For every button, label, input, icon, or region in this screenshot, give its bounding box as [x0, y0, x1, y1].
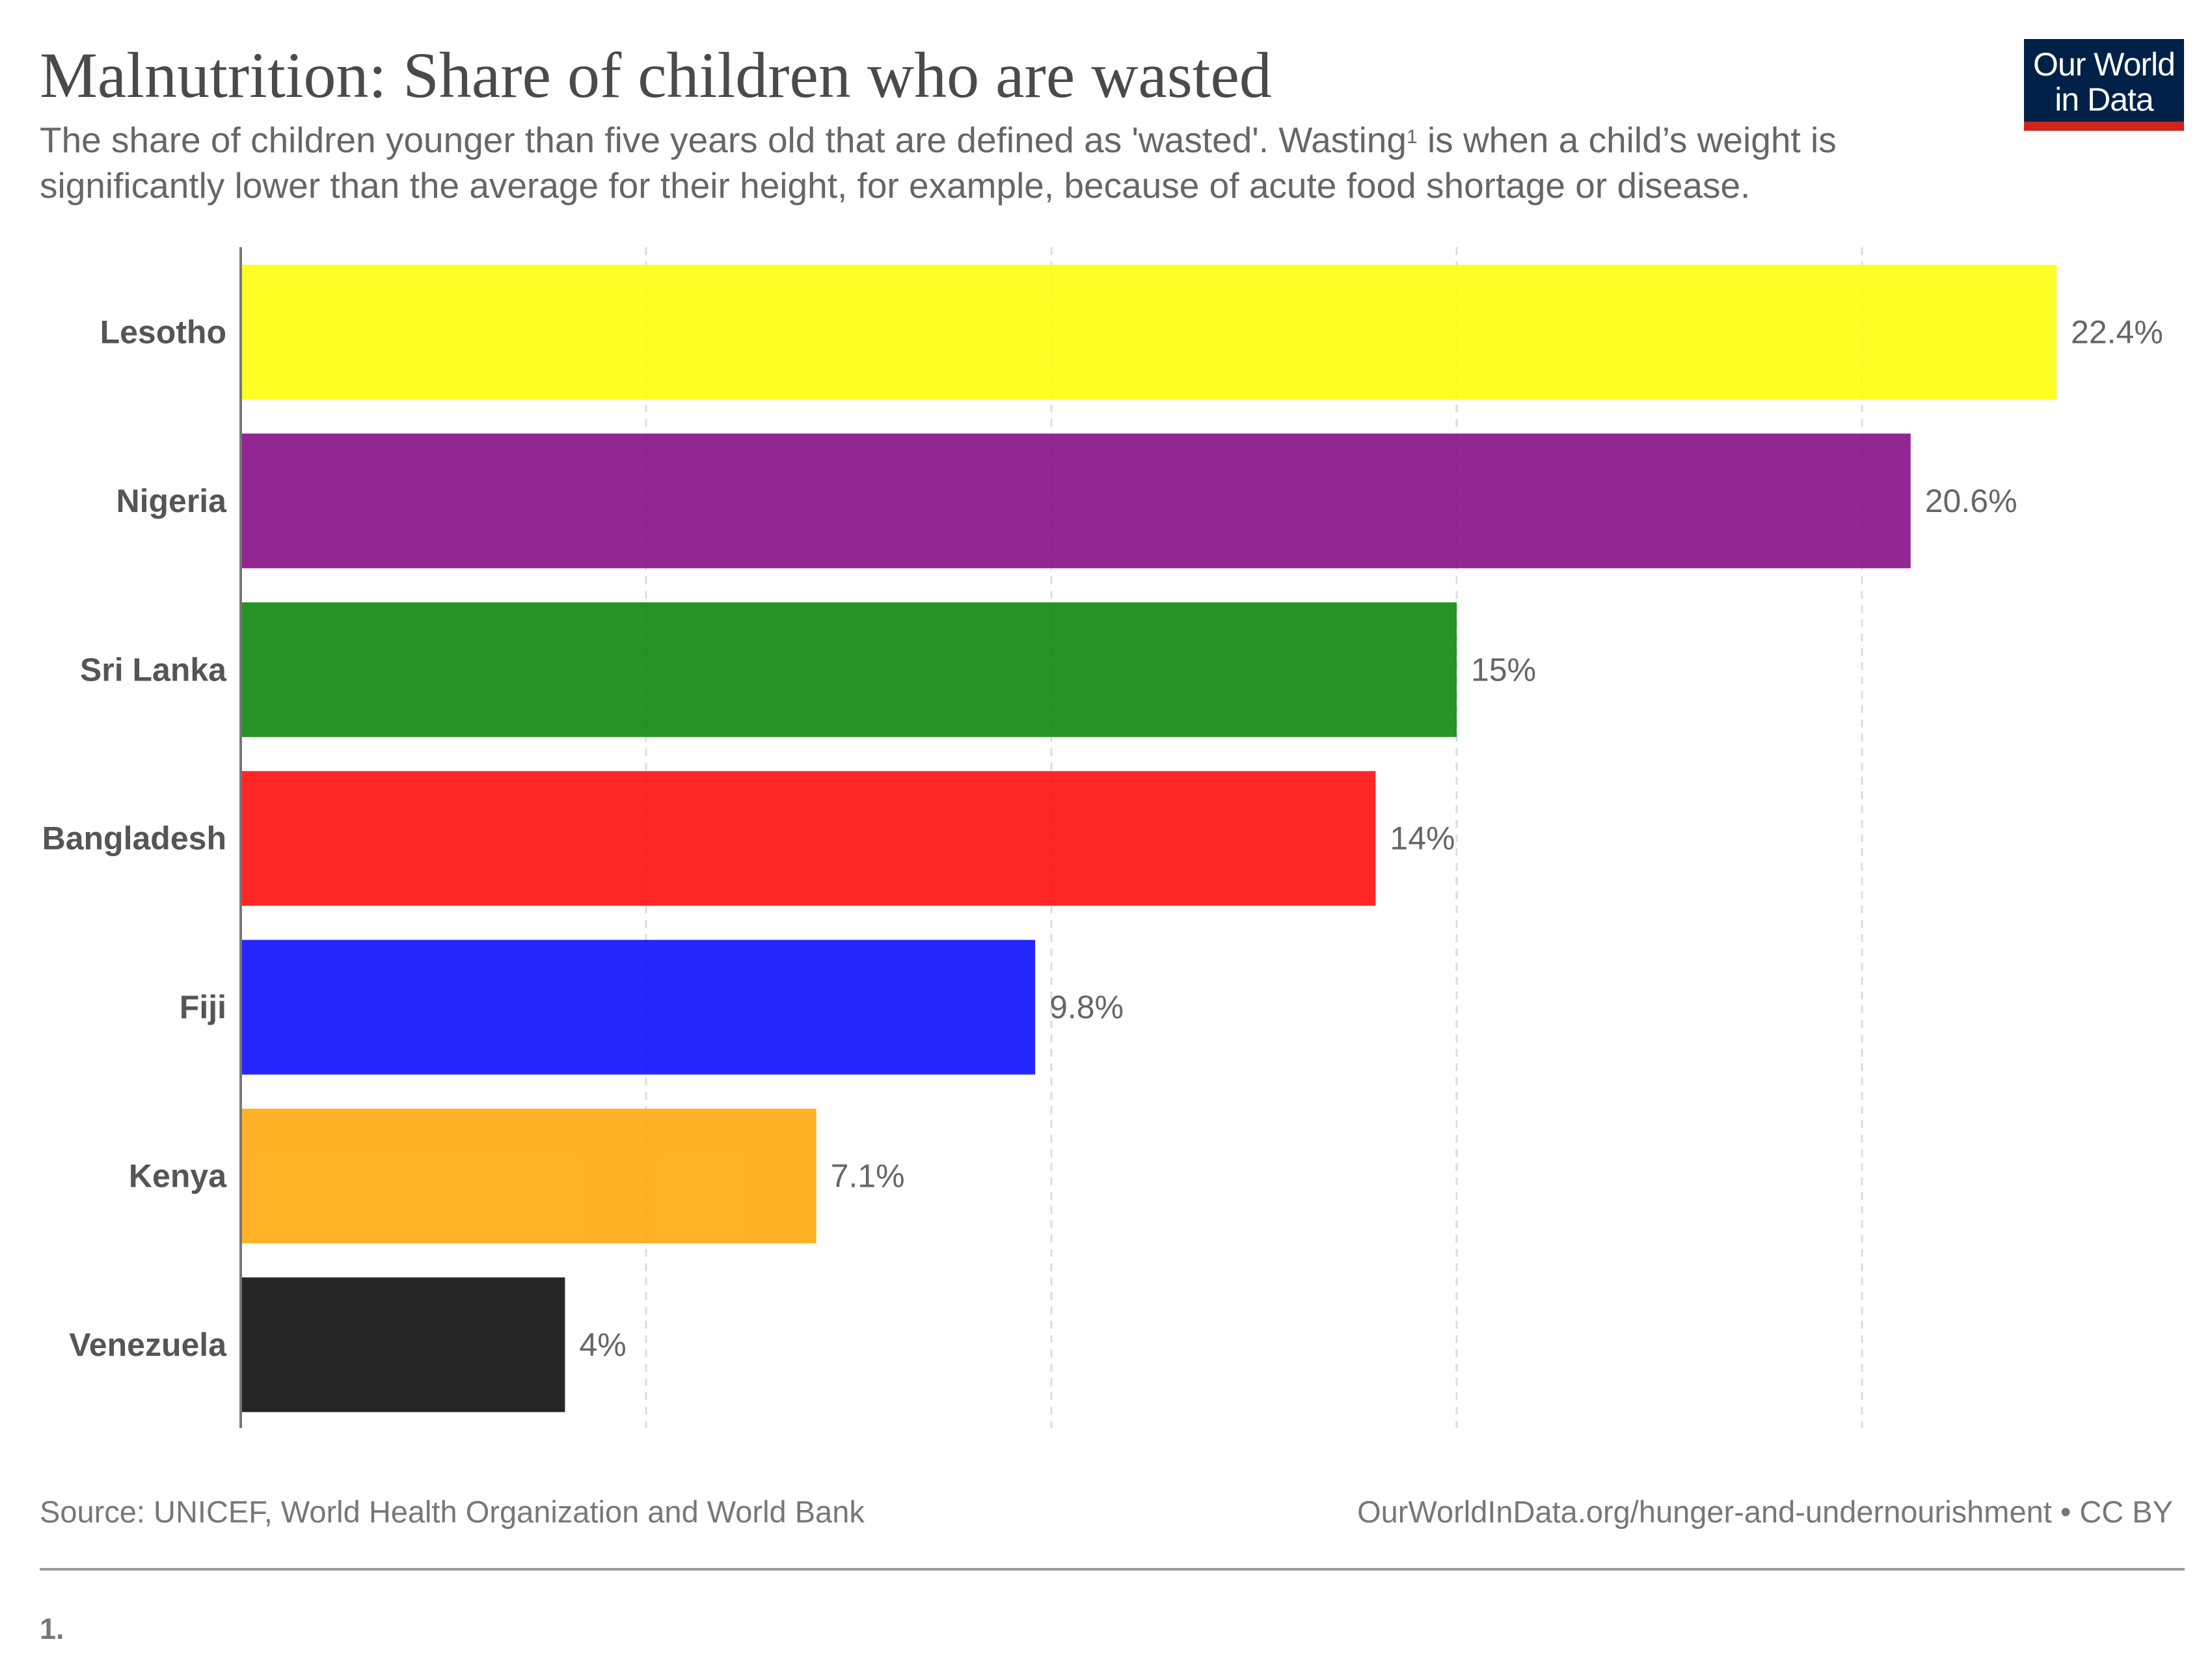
value-label: 7.1% [831, 1158, 905, 1195]
chart-subtitle: The share of children younger than five … [40, 117, 1978, 208]
value-label: 20.6% [1925, 483, 2017, 519]
url-license-text[interactable]: OurWorldInData.org/hunger-and-undernouri… [1357, 1494, 2173, 1529]
footnote: 1. [40, 1612, 64, 1645]
bar-lesotho[interactable] [241, 265, 2057, 399]
bar-sri-lanka[interactable] [241, 602, 1457, 737]
category-label[interactable]: Venezuela [69, 1327, 227, 1363]
category-label[interactable]: Fiji [180, 989, 226, 1025]
bar-venezuela[interactable] [241, 1277, 565, 1412]
logo-accent-bar [2024, 122, 2184, 131]
value-label: 4% [579, 1327, 626, 1363]
value-label: 15% [1471, 651, 1536, 688]
footer-divider [40, 1568, 2185, 1571]
subtitle-text-1: The share of children younger than five … [40, 120, 1407, 160]
owid-logo[interactable]: Our World in Data [2024, 39, 2184, 131]
logo-line-1: Our World [2033, 46, 2176, 83]
bar-chart: Lesotho 22.4% Nigeria 20.6% Sri Lanka 15% Bang… [42, 247, 2163, 1428]
category-label[interactable]: Bangladesh [42, 820, 226, 857]
bar-bangladesh[interactable] [241, 771, 1376, 906]
value-label: 14% [1390, 820, 1455, 857]
bar-fiji[interactable] [241, 939, 1036, 1075]
category-label[interactable]: Sri Lanka [80, 651, 227, 688]
category-label[interactable]: Nigeria [116, 483, 227, 519]
logo-line-2: in Data [2055, 81, 2153, 118]
bar-kenya[interactable] [241, 1109, 816, 1243]
category-label[interactable]: Kenya [129, 1158, 227, 1195]
source-text[interactable]: Source: UNICEF, World Health Organizatio… [40, 1494, 865, 1529]
chart-title: Malnutrition: Share of children who are … [40, 39, 1272, 111]
category-label[interactable]: Lesotho [100, 314, 226, 351]
value-label: 9.8% [1049, 989, 1124, 1025]
bar-nigeria[interactable] [241, 433, 1911, 569]
value-label: 22.4% [2071, 314, 2163, 351]
labels: Lesotho 22.4% Nigeria 20.6% Sri Lanka 15% Bang… [42, 314, 2163, 1363]
subtitle-text-2: is when a child’s weight is significantl… [40, 120, 1837, 206]
bars [241, 265, 2057, 1412]
footnote-marker[interactable]: 1 [1406, 126, 1418, 148]
